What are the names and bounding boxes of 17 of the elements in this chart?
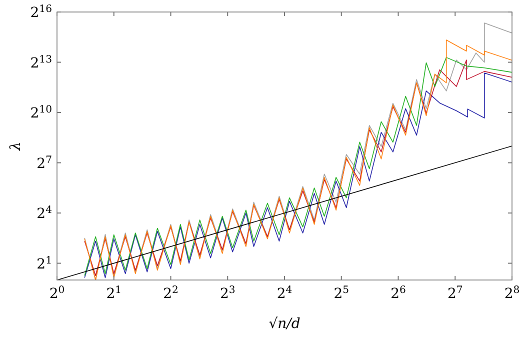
x-tick-label: 2$^{4}$	[276, 284, 292, 302]
y-tick-label: 2$^{16}$	[30, 4, 52, 21]
y-tick-label: 2$^{13}$	[30, 54, 52, 72]
y-tick-label: 2$^{4}$	[36, 204, 52, 222]
x-tick-label: 2$^{6}$	[390, 284, 406, 302]
x-tick-label: 2$^{1}$	[106, 284, 122, 302]
y-axis-title: λ	[8, 142, 24, 152]
x-tick-label: 2$^{3}$	[220, 284, 236, 302]
x-tick-label: 2$^{0}$	[49, 284, 65, 302]
x-tick-label: 2$^{2}$	[163, 284, 178, 302]
x-tick-label: 2$^{7}$	[447, 284, 463, 302]
y-tick-label: 2$^{10}$	[30, 104, 52, 122]
x-axis-title: √n/d	[268, 316, 300, 332]
y-tick-label: 2$^{7}$	[36, 154, 52, 172]
x-tick-label: 2$^{8}$	[504, 284, 520, 302]
y-tick-label: 2$^{1}$	[36, 254, 52, 272]
x-tick-label: 2$^{5}$	[334, 284, 350, 302]
